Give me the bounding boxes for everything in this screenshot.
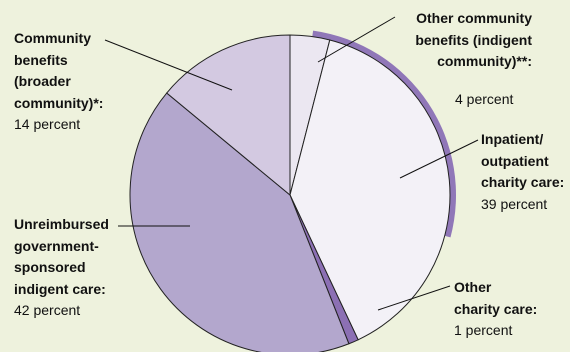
label-inpatient-line3: charity care: — [481, 174, 565, 190]
label-other-community-benefits-line2: benefits (indigent — [415, 31, 532, 48]
leader-other-charity — [377, 285, 451, 311]
label-unreimbursed-line2: government- — [14, 237, 99, 254]
label-unreimbursed-line4: indigent care: — [14, 280, 106, 297]
label-unreimbursed-line3: sponsored — [14, 259, 86, 275]
label-other-community-benefits: Other community benefits (indigent commu… — [360, 8, 532, 73]
label-other-community-benefits-line1: Other community — [416, 10, 532, 26]
pie-slice-4 — [166, 34, 291, 197]
label-unreimbursed-government-care: Unreimbursed government- sponsored indig… — [14, 214, 109, 322]
value-community: 14 percent — [14, 116, 81, 132]
label-inpatient-line2: outpatient — [481, 152, 549, 169]
value-unreimbursed: 42 percent — [14, 302, 81, 318]
label-other-charity-line2: charity care: — [454, 300, 538, 317]
label-community-line1: Community — [14, 30, 91, 46]
label-community-line4: community)*: — [14, 94, 104, 111]
value-other-charity: 1 percent — [454, 322, 513, 338]
label-other-charity-care: Other charity care: 1 percent — [454, 277, 537, 342]
pie-slice-1 — [289, 39, 451, 341]
leader-other-community — [317, 16, 396, 63]
label-community-line2: benefits — [14, 51, 68, 68]
label-other-community-benefits-line3: community)**: — [437, 53, 532, 69]
value-inpatient: 39 percent — [481, 195, 548, 212]
label-other-charity-line1: Other — [454, 279, 492, 295]
label-inpatient-charity-care: Inpatient/ outpatient charity care: 39 p… — [481, 129, 564, 215]
label-inpatient-line1: Inpatient/ — [481, 131, 544, 147]
leader-inpatient — [399, 139, 479, 179]
pie-slice-3 — [129, 92, 350, 352]
label-community-benefits-broader: Community benefits (broader community)*:… — [14, 28, 103, 136]
leader-community — [104, 39, 233, 91]
value-other-community-benefits: 4 percent — [455, 91, 514, 107]
label-unreimbursed-line1: Unreimbursed — [14, 216, 109, 232]
label-community-line3: (broader — [14, 73, 71, 89]
